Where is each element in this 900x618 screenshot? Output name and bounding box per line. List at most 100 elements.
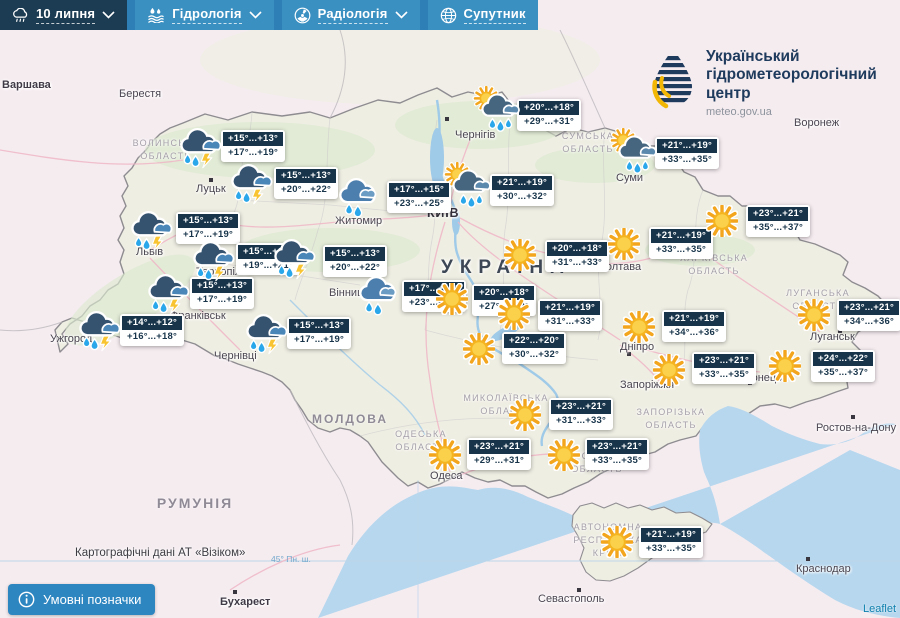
hydrology-button[interactable]: Гідрологія [135, 0, 274, 30]
storm-cloud-icon[interactable] [143, 270, 193, 316]
weather-label-odesa[interactable]: +23°...+21° +29°...+31° [467, 438, 531, 470]
weather-icon-center[interactable] [495, 295, 533, 335]
weather-icon-crimea[interactable] [598, 523, 636, 563]
satellite-button[interactable]: Супутник [427, 0, 538, 30]
weather-label-poltava[interactable]: +20°...+18° +31°...+33° [545, 240, 609, 272]
sun-icon[interactable] [795, 296, 833, 334]
storm-cloud-icon[interactable] [269, 235, 319, 281]
storm-cloud-icon[interactable] [241, 310, 291, 356]
weather-label-uzhhorod[interactable]: +14°...+12° +16°...+18° [120, 314, 184, 346]
sun-icon[interactable] [506, 396, 544, 434]
sun-icon[interactable] [426, 436, 464, 474]
weather-icon-zaporizhzhia[interactable] [650, 351, 688, 391]
weather-icon-zhytomyr[interactable] [334, 174, 380, 223]
city-label: Берестя [119, 88, 162, 100]
weather-icon-poltava[interactable] [501, 236, 539, 276]
sun-icon[interactable] [545, 436, 583, 474]
rain-cloud-icon[interactable] [354, 272, 400, 316]
weather-icon-kharkiv[interactable] [605, 225, 643, 265]
storm-cloud-icon[interactable] [175, 124, 225, 170]
weather-label-donetsk[interactable]: +24°...+22° +35°...+37° [811, 350, 875, 382]
temp-range-bottom: +17°...+19° [223, 146, 283, 160]
weather-label-lviv[interactable]: +15°...+13° +17°...+19° [176, 212, 240, 244]
sun-rain-cloud-icon[interactable] [470, 84, 522, 132]
weather-icon-kyiv[interactable] [441, 160, 493, 213]
weather-icon-kherson[interactable] [545, 436, 583, 476]
weather-label-kyiv[interactable]: +21°...+19° +30°...+32° [490, 174, 554, 206]
sun-icon[interactable] [598, 523, 636, 561]
weather-label-zaporizhzhia[interactable]: +23°...+21° +33°...+35° [692, 352, 756, 384]
weather-icon-luhansk[interactable] [795, 296, 833, 336]
weather-label-rivne[interactable]: +15°...+13° +20°...+22° [274, 167, 338, 199]
weather-label-mykolaiv[interactable]: +23°...+21° +31°...+33° [549, 398, 613, 430]
weather-label-center[interactable]: +21°...+19° +31°...+33° [538, 299, 602, 331]
weather-icon-mykolaiv[interactable] [506, 396, 544, 436]
city-marker [233, 590, 237, 594]
weather-icon-khmelnytskyi[interactable] [269, 235, 319, 286]
city-label: Воронеж [794, 117, 840, 129]
legend-button-label: Умовні позначки [43, 592, 142, 607]
weather-icon-uzhhorod[interactable] [74, 307, 124, 358]
leaflet-attribution-link[interactable]: Leaflet [862, 603, 896, 615]
temp-range-bottom: +23°...+25° [389, 197, 449, 211]
weather-label-chernivtsi[interactable]: +15°...+13° +17°...+19° [287, 317, 351, 349]
weather-icon-cherkasy[interactable] [433, 280, 471, 320]
sun-icon[interactable] [460, 330, 498, 368]
weather-label-chernihiv[interactable]: +20°...+18° +29°...+31° [517, 99, 581, 131]
rain-cloud-icon[interactable] [334, 174, 380, 218]
weather-icon-odesa[interactable] [426, 436, 464, 476]
city-marker [209, 178, 213, 182]
sun-icon[interactable] [605, 225, 643, 263]
uhmc-drop-icon [652, 56, 692, 109]
weather-label-dnipro[interactable]: +21°...+19° +34°...+36° [662, 310, 726, 342]
weather-label-sumy[interactable]: +21°...+19° +33°...+35° [655, 137, 719, 169]
temp-range-top: +15°...+13° [289, 319, 349, 333]
radiology-button[interactable]: Радіологія [281, 0, 420, 30]
weather-icon-sumy[interactable] [607, 126, 659, 179]
weather-icon-rivne[interactable] [226, 160, 276, 211]
weather-label-frankivsk[interactable]: +15°...+13° +17°...+19° [190, 277, 254, 309]
temp-range-top: +23°...+21° [748, 207, 808, 221]
weather-label-khmelnytskyi[interactable]: +15°...+13° +20°...+22° [323, 245, 387, 277]
sun-rain-cloud-icon[interactable] [607, 126, 659, 174]
sun-icon[interactable] [766, 347, 804, 385]
sun-icon[interactable] [703, 202, 741, 240]
weather-label-crimea[interactable]: +21°...+19° +33°...+35° [639, 526, 703, 558]
sun-icon[interactable] [495, 295, 533, 333]
temp-range-top: +23°...+21° [839, 301, 899, 315]
storm-cloud-icon[interactable] [226, 160, 276, 206]
weather-label-kharkiv-ne[interactable]: +23°...+21° +35°...+37° [746, 205, 810, 237]
temp-range-bottom: +35°...+37° [813, 366, 873, 380]
sun-icon[interactable] [620, 308, 658, 346]
weather-label-zhytomyr[interactable]: +17°...+15° +23°...+25° [387, 181, 451, 213]
weather-icon-kharkiv-ne[interactable] [703, 202, 741, 242]
legend-button[interactable]: Умовні позначки [8, 584, 156, 615]
date-selector-button[interactable]: 10 липня [0, 0, 128, 30]
sun-icon[interactable] [433, 280, 471, 318]
weather-icon-lviv[interactable] [126, 207, 176, 258]
sun-icon[interactable] [650, 351, 688, 389]
weather-icon-chernivtsi[interactable] [241, 310, 291, 361]
weather-icon-frankivsk[interactable] [143, 270, 193, 321]
weather-icon-chernihiv[interactable] [470, 84, 522, 137]
temp-range-top: +15°...+13° [192, 279, 252, 293]
weather-icon-volyn[interactable] [175, 124, 225, 175]
temp-range-bottom: +17°...+19° [192, 293, 252, 307]
weather-label-volyn[interactable]: +15°...+13° +17°...+19° [221, 130, 285, 162]
storm-cloud-icon[interactable] [74, 307, 124, 353]
temp-range-bottom: +29°...+31° [519, 115, 579, 129]
weather-label-kherson[interactable]: +23°...+21° +33°...+35° [585, 438, 649, 470]
storm-cloud-icon[interactable] [188, 237, 238, 283]
weather-label-kropyvnytskyi[interactable]: +22°...+20° +30°...+32° [502, 332, 566, 364]
weather-icon-ternopil[interactable] [188, 237, 238, 288]
weather-icon-vinnytsia[interactable] [354, 272, 400, 321]
weather-icon-donetsk[interactable] [766, 347, 804, 387]
sun-icon[interactable] [501, 236, 539, 274]
weather-label-kharkiv[interactable]: +21°...+19° +33°...+35° [649, 227, 713, 259]
weather-icon-dnipro[interactable] [620, 308, 658, 348]
storm-cloud-icon[interactable] [126, 207, 176, 253]
weather-icon-kropyvnytskyi[interactable] [460, 330, 498, 370]
sun-rain-cloud-icon[interactable] [441, 160, 493, 208]
weather-label-luhansk[interactable]: +23°...+21° +34°...+36° [837, 299, 900, 331]
uhmc-logo[interactable]: Український гідрометеорологічний центр m… [650, 48, 877, 118]
